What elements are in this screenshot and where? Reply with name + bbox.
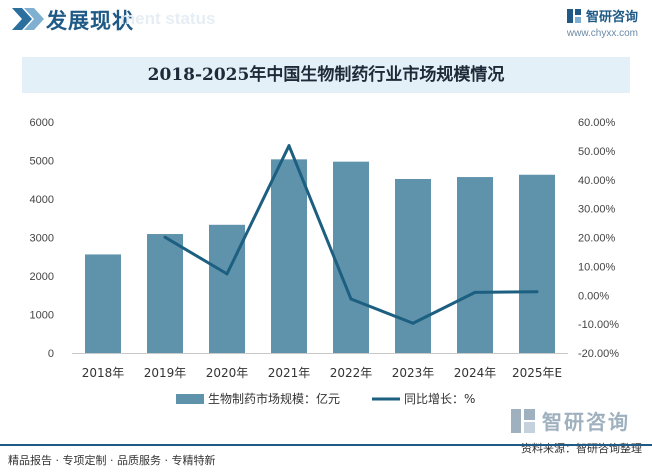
chart-title-band: 2018-2025年中国生物制药行业市场规模情况 bbox=[22, 57, 630, 93]
legend-bar-swatch bbox=[176, 394, 204, 404]
y-left-tick-label: 6000 bbox=[30, 117, 54, 129]
y-left-tick-label: 3000 bbox=[30, 233, 54, 245]
growth-point bbox=[225, 272, 229, 276]
bar bbox=[333, 161, 369, 353]
y-right-tick-label: 10.00% bbox=[578, 261, 616, 273]
bar bbox=[395, 178, 431, 353]
bar bbox=[85, 254, 121, 353]
bar bbox=[147, 234, 183, 353]
x-tick-label: 2022年 bbox=[330, 366, 373, 380]
chart-title: 2018-2025年中国生物制药行业市场规模情况 bbox=[147, 65, 505, 85]
footer-logo-icon bbox=[511, 408, 535, 433]
brand-url: www.chyxx.com bbox=[566, 28, 638, 39]
footer-logo: 智研咨询 bbox=[510, 406, 630, 435]
x-tick-label: 2024年 bbox=[454, 366, 497, 380]
y-left-tick-label: 5000 bbox=[30, 156, 54, 168]
growth-point bbox=[287, 144, 291, 148]
y-right-tick-label: 50.00% bbox=[578, 146, 616, 158]
y-right-tick-label: 0.00% bbox=[578, 290, 609, 302]
growth-point bbox=[411, 321, 415, 325]
y-left-tick-label: 2000 bbox=[30, 271, 54, 283]
y-right-tick-label: 20.00% bbox=[578, 233, 616, 245]
brand-logo-icon bbox=[566, 8, 581, 23]
y-right-tick-label: -20.00% bbox=[578, 348, 619, 360]
y-left-tick-label: 1000 bbox=[30, 310, 54, 322]
x-tick-label: 2018年 bbox=[82, 366, 125, 380]
y-right-tick-label: 60.00% bbox=[578, 117, 616, 129]
growth-point bbox=[163, 235, 167, 239]
x-tick-label: 2019年 bbox=[144, 366, 187, 380]
footer-divider bbox=[0, 444, 652, 446]
y-right-tick-label: -10.00% bbox=[578, 319, 619, 331]
y-left-tick-label: 0 bbox=[48, 348, 54, 360]
legend-line-label: 同比增长：% bbox=[404, 392, 475, 406]
source-note: 资料来源：智研咨询整理 bbox=[521, 442, 642, 455]
section-title: 发展现状 bbox=[46, 9, 134, 33]
header: 发展现状 ment status 智研咨询 www.chyxx.com bbox=[0, 0, 652, 40]
y-right-tick-label: 30.00% bbox=[578, 204, 616, 216]
footer-logo-name: 智研咨询 bbox=[542, 410, 630, 434]
y-right-tick-label: 40.00% bbox=[578, 175, 616, 187]
bar bbox=[519, 174, 555, 353]
bar bbox=[209, 224, 245, 353]
x-tick-label: 2021年 bbox=[268, 366, 311, 380]
growth-point bbox=[535, 290, 539, 294]
x-tick-label: 2025年E bbox=[512, 366, 562, 380]
x-tick-label: 2020年 bbox=[206, 366, 249, 380]
section-subtitle-watermark: ment status bbox=[120, 9, 216, 28]
bar bbox=[457, 177, 493, 353]
growth-point bbox=[349, 297, 353, 301]
brand-block: 智研咨询 www.chyxx.com bbox=[566, 6, 638, 39]
bar bbox=[271, 159, 307, 353]
legend-bar-label: 生物制药市场规模：亿元 bbox=[208, 391, 340, 406]
x-tick-label: 2023年 bbox=[392, 366, 435, 380]
brand-name: 智研咨询 bbox=[585, 10, 638, 25]
y-left-tick-label: 4000 bbox=[30, 194, 54, 206]
footer-tagline: 精品报告 · 专项定制 · 品质服务 · 专精特新 bbox=[8, 454, 216, 467]
growth-point bbox=[473, 290, 477, 294]
double-chevron-icon bbox=[12, 8, 44, 30]
